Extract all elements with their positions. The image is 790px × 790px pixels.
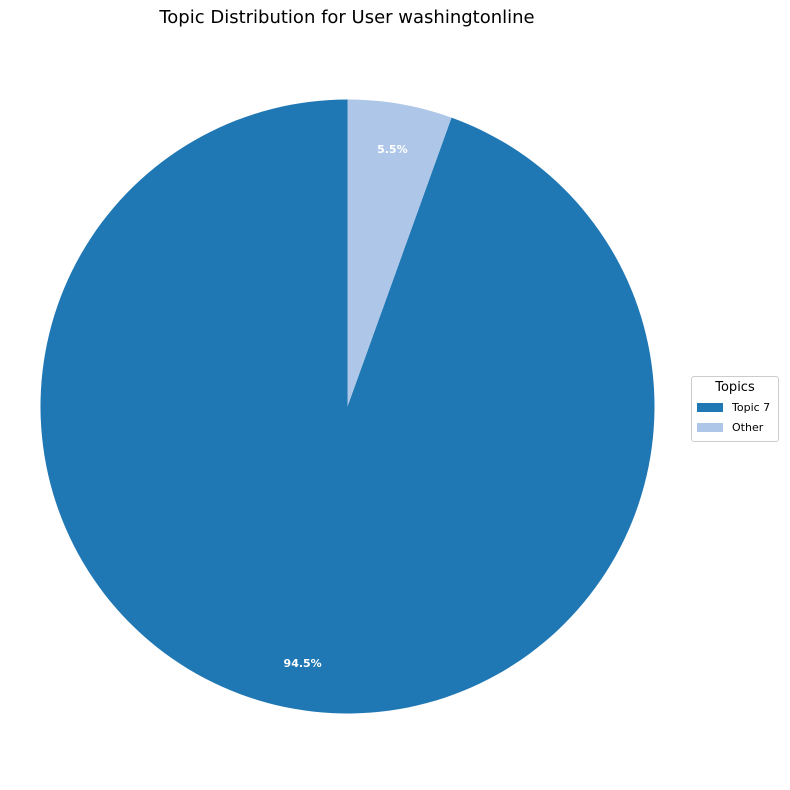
legend: Topics Topic 7 Other [691,376,779,442]
legend-label: Other [732,420,764,434]
slice-percent-label: 5.5% [377,143,408,156]
chart-title: Topic Distribution for User washingtonli… [159,7,535,28]
legend-item: Topic 7 [692,397,778,417]
legend-label: Topic 7 [732,400,771,414]
slice-percent-label: 94.5% [284,657,322,670]
legend-title: Topics [715,380,755,395]
legend-item: Other [692,417,778,437]
legend-swatch [697,402,723,412]
legend-swatch [697,422,723,432]
pie-slice-other [347,99,452,407]
